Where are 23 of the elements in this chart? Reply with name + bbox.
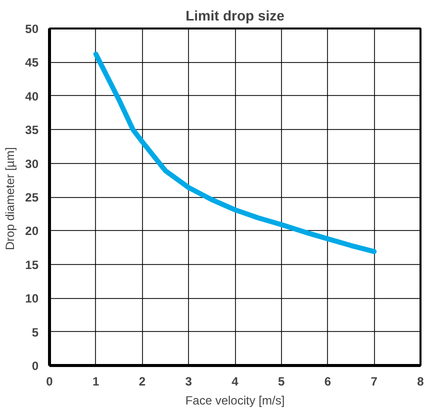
y-tick-label: 20: [25, 224, 39, 238]
x-tick-label: 8: [417, 374, 424, 388]
x-tick-label: 0: [46, 374, 54, 388]
y-tick-label: 0: [32, 359, 39, 373]
y-tick-label: 15: [25, 258, 39, 272]
x-tick-label: 4: [232, 374, 239, 388]
y-tick-label: 30: [25, 156, 39, 171]
x-tick-label: 6: [324, 374, 332, 388]
x-tick-label: 2: [138, 374, 146, 388]
y-tick-label: 5: [32, 325, 39, 340]
y-axis-title: Drop diameter [µm]: [3, 147, 18, 250]
y-tick-label: 45: [25, 56, 39, 70]
x-tick-label: 3: [185, 374, 192, 388]
y-tick-label: 25: [25, 190, 39, 204]
x-tick-label: 5: [278, 374, 286, 388]
x-tick-label: 1: [92, 374, 100, 388]
y-tick-label: 35: [25, 123, 39, 138]
y-tick-label: 50: [25, 22, 39, 36]
y-tick-label: 10: [25, 292, 39, 306]
y-tick-label: 40: [25, 89, 39, 104]
chart-title: Limit drop size: [186, 8, 285, 24]
x-tick-label: 7: [370, 374, 378, 388]
x-axis-title: Face velocity [m/s]: [185, 394, 285, 408]
